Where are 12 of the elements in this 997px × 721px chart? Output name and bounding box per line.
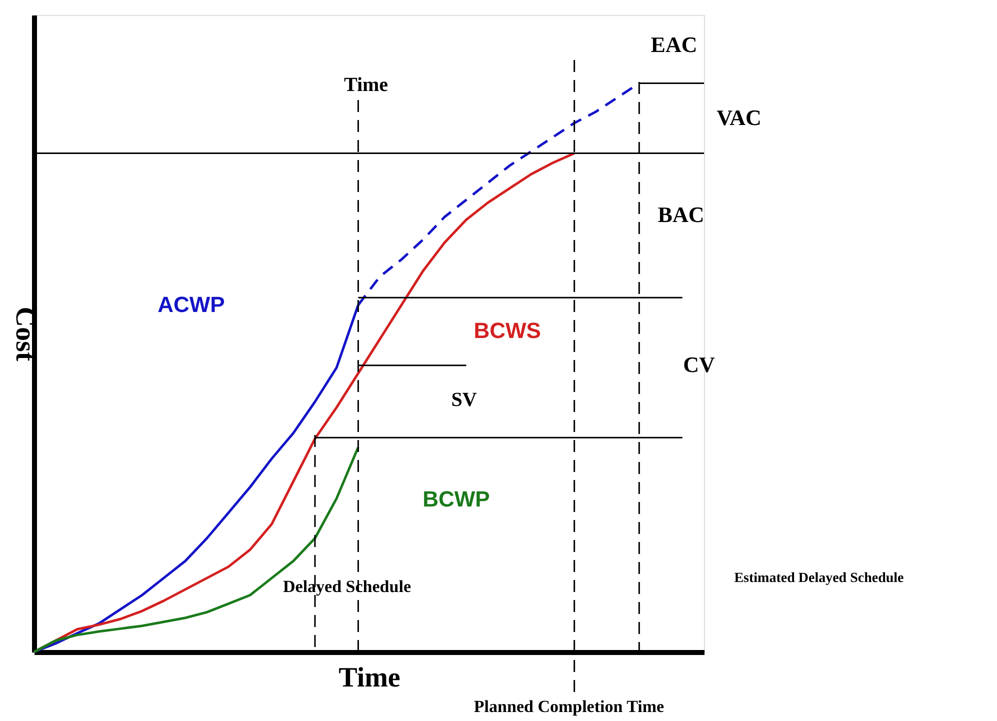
text: BCWS (474, 318, 541, 344)
text: ACWP (158, 292, 225, 318)
text: BCWP (422, 486, 490, 512)
x-axis-title: Time (338, 662, 400, 694)
annotation: SV (451, 389, 478, 411)
annotation: BAC (658, 202, 704, 227)
annotation: CV (683, 352, 715, 377)
text: Planned Completion Time (474, 697, 665, 716)
text: EAC (650, 32, 698, 57)
text: VAC (716, 105, 762, 130)
text: Estimated Delayed Schedule (734, 571, 904, 586)
annotation: Time (344, 74, 388, 96)
